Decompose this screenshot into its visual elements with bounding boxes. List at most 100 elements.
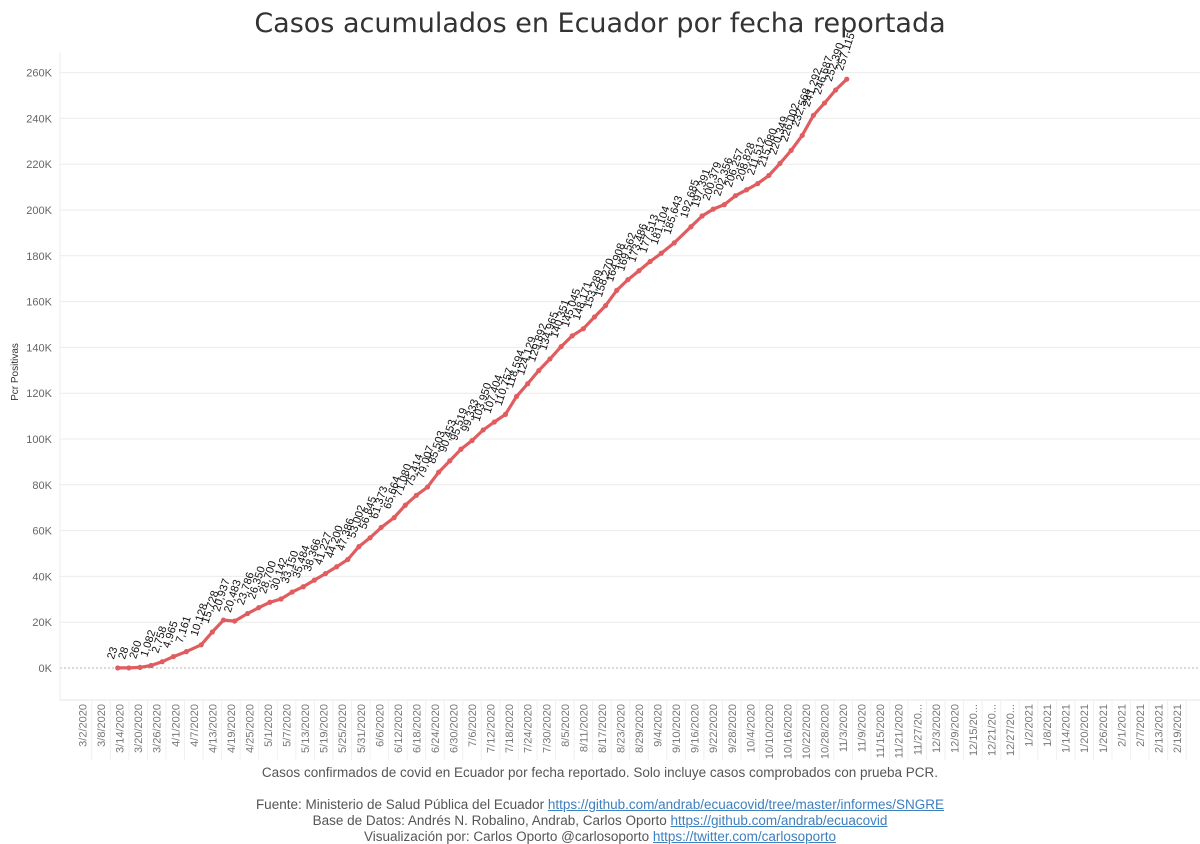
x-tick-label: 6/12/2020 [393,704,405,753]
data-point [436,469,442,475]
data-point [603,302,609,309]
x-tick-label: 7/18/2020 [504,704,516,753]
footer-note: Casos confirmados de covid en Ecuador po… [261,765,939,780]
data-point [159,659,165,665]
data-point [614,287,620,293]
x-tick-label: 6/18/2020 [411,704,423,753]
y-tick-label: 60K [32,526,52,538]
footer-visualization: Visualización por: Carlos Oporto @carlos… [0,829,1200,844]
source-link[interactable]: https://github.com/andrab/ecuacovid/tree… [547,797,945,812]
x-tick-label: 5/19/2020 [319,704,331,753]
data-point [220,617,227,623]
x-tick-label: 10/28/2020 [820,704,832,759]
source-label: Fuente: Ministerio de Salud Pública del … [255,797,548,812]
data-point [502,411,509,417]
data-point [513,393,520,400]
y-axis-title: Pcr Positivas [10,343,21,401]
x-tick-label: 10/10/2020 [764,704,776,759]
x-tick-label: 3/2/2020 [78,704,90,747]
data-point [256,605,262,611]
x-tick-label: 10/4/2020 [745,704,757,753]
visualization-link[interactable]: https://twitter.com/carlosoporto [652,829,836,844]
footer-database: Base de Datos: Andrés N. Robalino, Andra… [0,813,1200,828]
data-point [278,596,284,602]
data-point [580,326,586,332]
x-tick-label: 11/3/2020 [838,704,850,752]
x-tick-label: 3/14/2020 [115,704,127,753]
x-tick-label: 9/22/2020 [708,704,720,753]
data-point [671,240,677,246]
x-tick-label: 4/7/2020 [189,704,201,747]
x-tick-label: 4/19/2020 [226,704,238,753]
data-point [391,515,397,521]
data-point [289,589,295,595]
x-tick-label: 9/10/2020 [671,704,683,753]
x-tick-label: 1/26/2021 [1098,704,1110,753]
x-tick-label: 12/15/20... [968,704,980,756]
x-tick-label: 7/24/2020 [523,704,535,753]
x-tick-label: 1/14/2021 [1061,704,1073,753]
y-tick-label: 160K [26,297,52,309]
data-point [334,564,340,570]
x-tick-label: 3/26/2020 [152,704,164,753]
y-tick-label: 120K [26,388,52,400]
data-point [536,367,542,374]
x-tick-label: 5/1/2020 [263,704,275,747]
data-point [647,258,653,265]
x-tick-label: 8/23/2020 [615,704,627,753]
data-point [148,662,154,669]
x-tick-label: 7/6/2020 [467,704,479,747]
chart-title: Casos acumulados en Ecuador por fecha re… [254,8,946,39]
x-tick-label: 8/17/2020 [597,704,609,753]
data-point [558,343,564,350]
y-tick-label: 40K [32,571,52,583]
data-point [345,556,351,563]
data-point [743,187,750,193]
data-point [591,314,598,320]
data-point [458,446,464,452]
data-label: 23 [105,645,120,660]
x-tick-label: 1/20/2021 [1079,704,1091,753]
x-tick-label: 2/13/2021 [1153,704,1165,753]
data-point [755,181,761,187]
x-tick-label: 10/16/2020 [782,704,794,759]
x-tick-label: 2/7/2021 [1135,704,1147,747]
y-tick-label: 260K [26,68,52,80]
data-point [447,458,453,464]
data-label: 260 [127,639,144,660]
data-point [569,333,575,339]
x-tick-label: 3/8/2020 [96,704,108,747]
x-tick-label: 6/24/2020 [430,704,442,753]
data-point [777,160,783,167]
data-point [322,570,329,577]
data-point [402,502,408,508]
data-point [766,172,772,179]
x-tick-label: 2/1/2021 [1116,704,1128,747]
data-point [300,584,306,590]
y-axis: 0K 20K 40K 60K 80K 100K 120K 140K 160K 180K 200K 22… [26,52,61,700]
x-axis: 3/2/2020 3/8/2020 3/14/2020 3/20/2020 3/26/2… [60,699,1200,760]
series [115,76,850,671]
data-point [356,544,362,550]
data-labels: 23282601,0822,7584,9657,16110,12815,7282… [105,31,858,660]
database-link[interactable]: https://github.com/andrab/ecuacovid [670,813,888,828]
y-tick-label: 180K [26,251,52,263]
x-tick-label: 12/9/2020 [949,704,961,753]
data-point [378,524,384,531]
y-tick-label: 200K [26,205,52,217]
data-point [636,268,642,274]
data-point [469,437,475,444]
y-tick-label: 20K [32,617,52,629]
y-tick-label: 100K [26,434,52,446]
x-tick-label: 7/30/2020 [541,704,553,753]
x-tick-label: 12/27/20... [1005,704,1017,756]
data-point [721,202,727,208]
data-point [821,100,828,106]
data-label: 28 [116,645,131,660]
x-tick-label: 12/3/2020 [931,704,943,753]
data-point [209,629,215,635]
x-tick-label: 3/20/2020 [133,704,145,753]
x-tick-label: 9/16/2020 [690,704,702,753]
data-point [115,665,121,671]
